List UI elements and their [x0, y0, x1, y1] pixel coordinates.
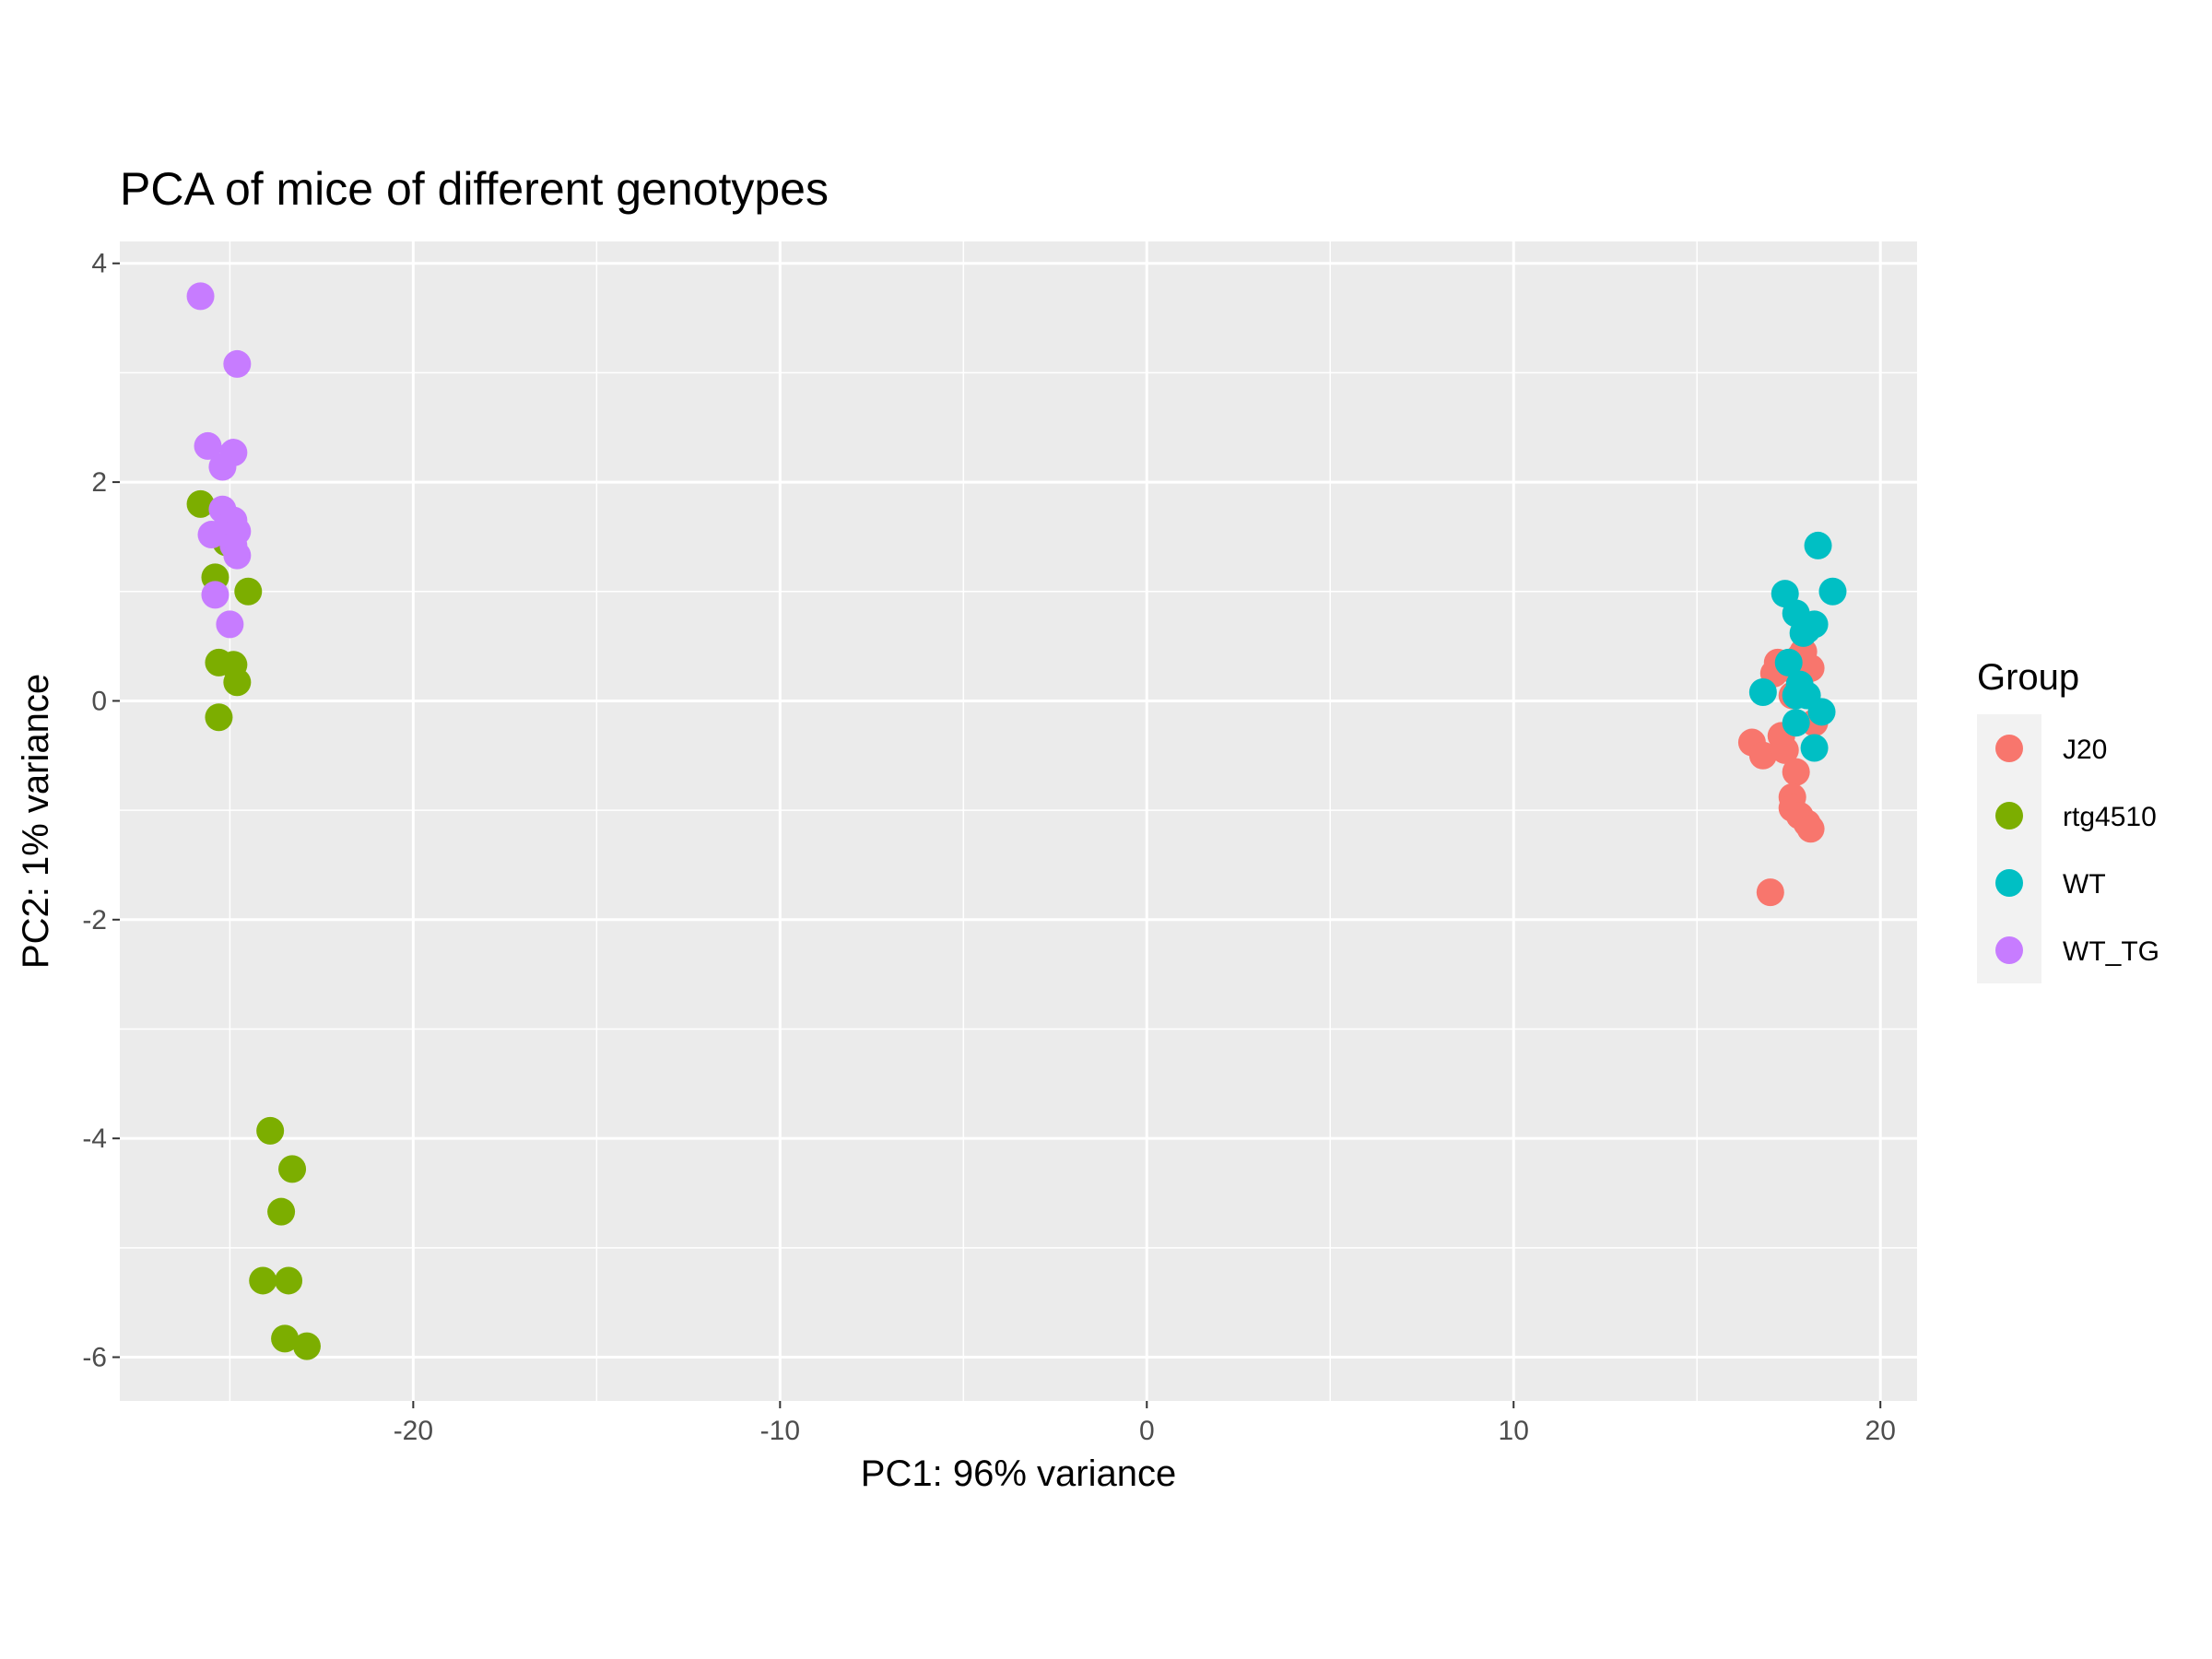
- data-point-wt-tg: [201, 581, 229, 609]
- data-point-j20: [1782, 758, 1810, 786]
- data-point-wt: [1789, 618, 1818, 647]
- data-point-rtg4510: [186, 489, 215, 518]
- data-point-rtg4510: [256, 1116, 285, 1145]
- data-point-rtg4510: [234, 577, 263, 606]
- data-point-wt-tg: [194, 431, 222, 460]
- data-point-wt-tg: [208, 453, 237, 481]
- data-point-wt: [1804, 531, 1832, 559]
- data-point-rtg4510: [275, 1266, 303, 1295]
- y-tick-label: 0: [91, 686, 107, 716]
- legend-key-j20: [1995, 735, 2023, 762]
- data-point-wt-tg: [216, 610, 244, 639]
- x-axis-ticks: -20 -10 0 10 20: [394, 1401, 1896, 1446]
- y-tick-label: -6: [82, 1343, 107, 1373]
- plot-panel: [120, 241, 1917, 1401]
- data-point-rtg4510: [223, 668, 252, 697]
- data-point-wt: [1800, 734, 1829, 762]
- data-point-j20: [1748, 741, 1777, 770]
- legend: Group J20 rtg4510 WT WT_TG: [1977, 657, 2159, 983]
- y-axis-title: PC2: 1% variance: [16, 674, 56, 969]
- data-point-wt-tg: [186, 282, 215, 311]
- data-point-wt: [1807, 698, 1836, 726]
- data-point-j20: [1771, 735, 1799, 764]
- data-point-wt: [1782, 709, 1810, 737]
- y-axis-ticks: 4 2 0 -2 -4 -6: [82, 249, 120, 1373]
- data-point-j20: [1796, 815, 1825, 843]
- x-tick-label: -20: [394, 1416, 433, 1446]
- data-point-rtg4510: [205, 703, 233, 732]
- y-tick-label: 2: [91, 467, 107, 498]
- grid-minor: [120, 241, 1917, 1401]
- legend-label: J20: [2063, 735, 2107, 765]
- data-point-wt: [1774, 648, 1803, 677]
- data-point-rtg4510: [278, 1155, 307, 1183]
- legend-label: WT_TG: [2063, 936, 2159, 967]
- grid-major: [120, 241, 1917, 1401]
- x-tick-label: 10: [1499, 1416, 1529, 1446]
- legend-title: Group: [1977, 657, 2079, 698]
- chart-title: PCA of mice of different genotypes: [120, 163, 829, 215]
- data-point-rtg4510: [267, 1197, 296, 1226]
- x-tick-label: 0: [1139, 1416, 1155, 1446]
- data-point-rtg4510: [292, 1332, 321, 1360]
- legend-items: J20 rtg4510 WT WT_TG: [1995, 735, 2159, 967]
- legend-key-rtg4510: [1995, 802, 2023, 830]
- data-points: [186, 282, 1847, 1360]
- legend-key-wt: [1995, 869, 2023, 897]
- legend-key-wt-tg: [1995, 936, 2023, 964]
- data-point-wt: [1818, 577, 1847, 606]
- data-point-rtg4510: [271, 1324, 300, 1353]
- y-tick-label: -2: [82, 905, 107, 935]
- y-tick-label: -4: [82, 1124, 107, 1154]
- data-point-wt-tg: [197, 521, 226, 549]
- x-tick-label: -10: [760, 1416, 800, 1446]
- legend-label: rtg4510: [2063, 802, 2157, 832]
- data-point-wt: [1748, 677, 1777, 706]
- data-point-rtg4510: [249, 1266, 277, 1295]
- x-tick-label: 20: [1865, 1416, 1896, 1446]
- data-point-wt-tg: [223, 349, 252, 378]
- data-point-wt-tg: [223, 541, 252, 570]
- data-point-j20: [1756, 878, 1784, 907]
- y-tick-label: 4: [91, 249, 107, 279]
- x-axis-title: PC1: 96% variance: [861, 1453, 1176, 1494]
- legend-label: WT: [2063, 869, 2106, 900]
